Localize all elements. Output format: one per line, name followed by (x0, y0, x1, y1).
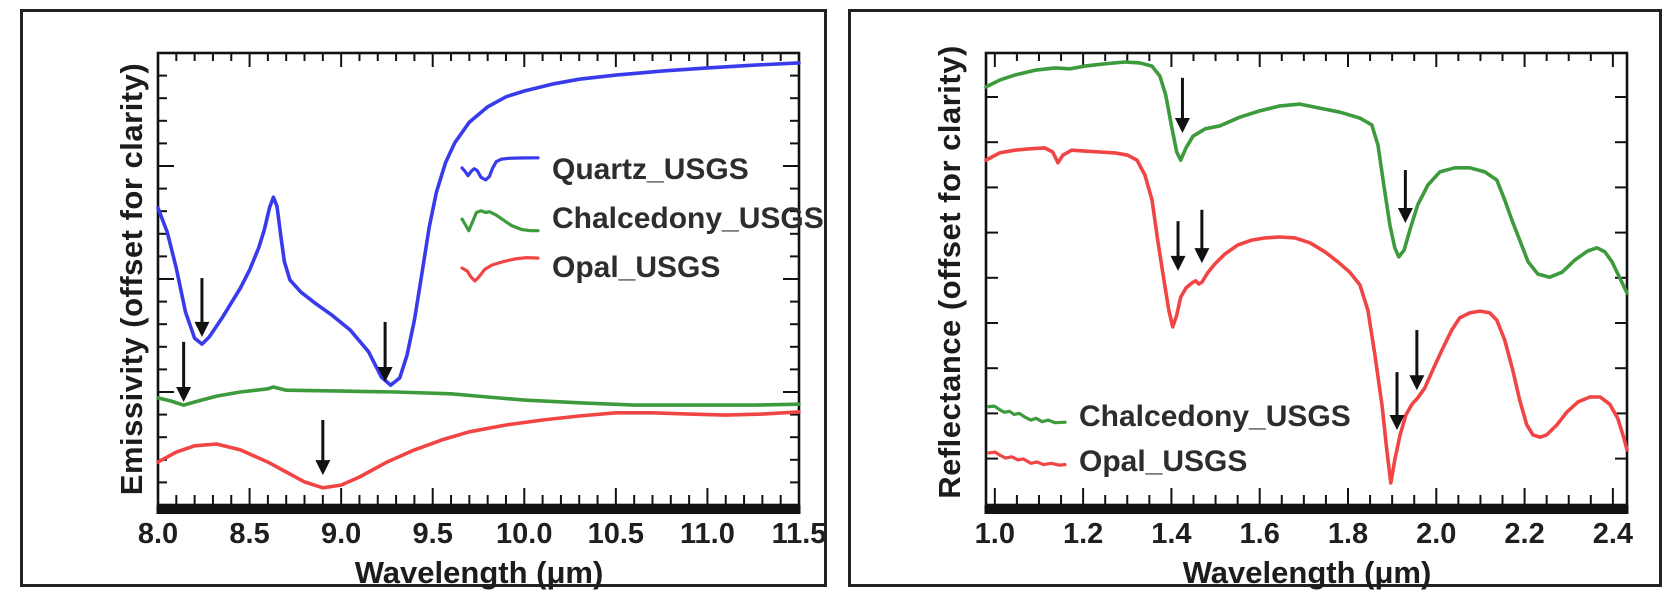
legend-label-quartz: Quartz_USGS (552, 153, 749, 186)
emissivity-x-axis-label: Wavelength (μm) (354, 555, 604, 590)
reflectance-panel: Reflectance (offset for clarity) 1.0 1.2 1… (848, 9, 1662, 590)
reflectance-x-axis-label: Wavelength (μm) (1182, 555, 1432, 590)
legend-entry-chalcedony: Chalcedony_USGS (987, 400, 1351, 434)
legend-entry-chalcedony: Chalcedony_USGS (460, 202, 824, 236)
emissivity-legend: Quartz_USGS Chalcedony_USGS Opal_USGS (460, 153, 824, 300)
legend-label-opal: Opal_USGS (1079, 445, 1248, 478)
legend-label-chalcedony: Chalcedony_USGS (1079, 400, 1351, 433)
reflectance-legend: Chalcedony_USGS Opal_USGS (987, 400, 1351, 490)
legend-label-opal: Opal_USGS (552, 251, 721, 284)
legend-entry-opal: Opal_USGS (460, 251, 824, 285)
chalcedony-curve-icon (987, 404, 1067, 425)
legend-entry-quartz: Quartz_USGS (460, 153, 824, 187)
emissivity-panel: Emissivity (offset for clarity) 8.0 8.5 9.… (20, 9, 827, 590)
chalcedony-curve-icon (460, 209, 540, 233)
legend-entry-opal: Opal_USGS (987, 445, 1351, 479)
emissivity-plot (156, 51, 801, 514)
legend-label-chalcedony: Chalcedony_USGS (552, 202, 824, 235)
opal-curve-icon (987, 450, 1067, 467)
reflectance-y-axis-label: Reflectance (offset for clarity) (932, 45, 967, 499)
quartz-curve-icon (460, 156, 540, 182)
reflectance-plot (984, 51, 1629, 514)
opal-curve-icon (460, 255, 540, 283)
emissivity-y-axis-label: Emissivity (offset for clarity) (114, 62, 149, 496)
